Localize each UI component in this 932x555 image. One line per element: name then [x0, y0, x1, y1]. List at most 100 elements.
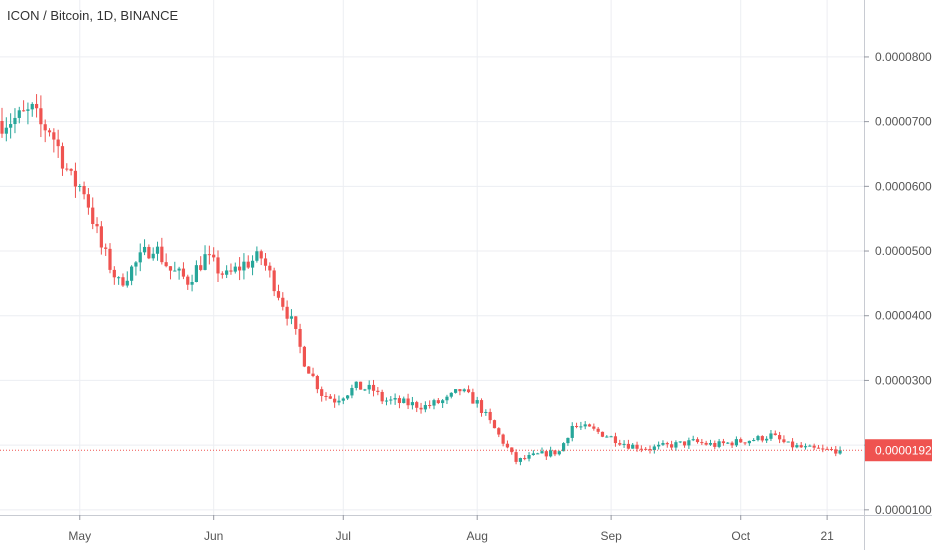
candle-down	[682, 441, 687, 446]
candle-up	[674, 442, 678, 448]
candle-up	[609, 436, 613, 438]
candle-down	[492, 420, 497, 429]
candle-down	[635, 444, 639, 449]
candle-down	[544, 451, 548, 457]
candle-down	[812, 445, 816, 448]
candle-down	[294, 316, 298, 329]
candle-up	[549, 450, 553, 457]
candle-up	[531, 453, 535, 456]
candle-down	[263, 258, 268, 266]
candle-up	[117, 277, 121, 279]
last-price-label: 0.00001921	[875, 444, 932, 458]
candle-up	[354, 381, 358, 388]
candle-up	[393, 398, 397, 400]
candle-up	[462, 389, 466, 392]
candle-down	[285, 306, 289, 319]
candle-up	[475, 400, 479, 404]
candle-up	[194, 265, 198, 283]
candle-down	[505, 443, 510, 448]
candle-up	[652, 446, 656, 451]
candle-down	[307, 366, 311, 374]
candle-down	[428, 405, 432, 407]
candle-up	[536, 453, 540, 455]
candle-down	[65, 168, 69, 170]
x-tick-label: 21	[820, 529, 834, 543]
candle-down	[790, 441, 795, 448]
candle-up	[566, 437, 570, 444]
candle-down	[510, 447, 514, 453]
candle-down	[639, 448, 643, 450]
candle-up	[346, 395, 350, 399]
x-tick-label: Sep	[600, 529, 622, 543]
candle-down	[466, 389, 471, 393]
candle-down	[704, 442, 708, 445]
candle-up	[225, 270, 229, 275]
candle-up	[605, 436, 609, 438]
candle-down	[773, 433, 777, 436]
candle-down	[86, 194, 90, 208]
candle-down	[108, 248, 112, 270]
candle-up	[786, 441, 790, 443]
candle-down	[39, 108, 43, 125]
candle-down	[721, 441, 726, 444]
x-tick-label: May	[68, 529, 91, 543]
candle-down	[164, 262, 168, 267]
candle-up	[242, 261, 246, 271]
candle-down	[22, 110, 26, 112]
candle-down	[406, 398, 410, 406]
candle-up	[717, 441, 721, 447]
x-tick-label: Jul	[336, 529, 351, 543]
candle-down	[479, 400, 484, 413]
candle-down	[799, 445, 803, 448]
candle-up	[125, 280, 129, 286]
candle-up	[661, 443, 665, 445]
candle-up	[190, 282, 194, 285]
candle-down	[834, 449, 838, 454]
candle-up	[803, 446, 808, 448]
candle-down	[782, 439, 786, 443]
candle-down	[60, 146, 65, 169]
candle-down	[311, 373, 315, 377]
candle-down	[199, 265, 203, 270]
candle-up	[410, 402, 414, 406]
candle-down	[618, 443, 622, 445]
candle-down	[523, 458, 527, 460]
candle-up	[734, 439, 738, 446]
candle-down	[829, 449, 834, 451]
candle-up	[341, 398, 345, 401]
candle-down	[281, 297, 285, 307]
candle-down	[778, 435, 782, 440]
candle-down	[324, 395, 328, 397]
candle-down	[376, 390, 380, 392]
candle-down	[501, 434, 505, 444]
candle-down	[220, 273, 224, 275]
candle-down	[436, 400, 440, 404]
candle-up	[540, 451, 544, 454]
candle-up	[432, 400, 436, 406]
candle-down	[276, 291, 281, 298]
candle-up	[691, 439, 695, 441]
candle-down	[670, 444, 674, 448]
candle-down	[497, 428, 501, 435]
candle-down	[665, 443, 669, 445]
candle-up	[678, 441, 682, 443]
candle-down	[644, 448, 648, 450]
candle-up	[752, 440, 756, 442]
candle-down	[514, 452, 518, 462]
candle-down	[328, 396, 332, 399]
candle-up	[527, 455, 531, 459]
candle-down	[229, 270, 233, 272]
candle-down	[212, 254, 216, 258]
candle-up	[142, 246, 147, 253]
candle-down	[34, 103, 39, 109]
x-tick-label: Aug	[467, 529, 488, 543]
candle-up	[17, 110, 21, 118]
candle-up	[449, 392, 453, 397]
candle-up	[130, 266, 134, 281]
candle-down	[713, 442, 717, 447]
candle-up	[445, 396, 449, 401]
